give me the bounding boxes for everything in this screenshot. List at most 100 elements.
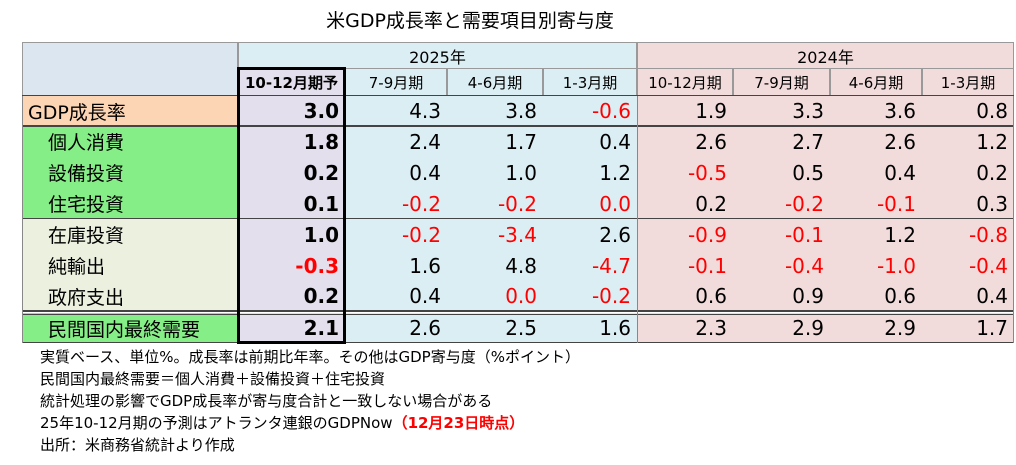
row-label: 個人消費 bbox=[22, 126, 238, 157]
value-cell: 2.3 bbox=[637, 313, 733, 343]
row-label: 民間国内最終需要 bbox=[22, 313, 238, 343]
value-cell: 0.2 bbox=[238, 157, 345, 188]
value-cell: -0.2 bbox=[733, 188, 830, 219]
year-header: 2024年 bbox=[637, 42, 1014, 69]
value-cell: 0.6 bbox=[637, 281, 733, 311]
value-cell: 4.3 bbox=[345, 96, 447, 126]
quarter-header: 7-9月期 bbox=[733, 68, 830, 96]
row-label: 住宅投資 bbox=[22, 188, 238, 219]
value-cell: -3.4 bbox=[447, 219, 543, 250]
row-label: 純輸出 bbox=[22, 250, 238, 281]
col-rule bbox=[22, 96, 23, 343]
value-cell: 4.8 bbox=[447, 250, 543, 281]
value-cell: -0.2 bbox=[543, 281, 637, 311]
value-cell: -0.2 bbox=[345, 188, 447, 219]
value-cell: -1.0 bbox=[830, 250, 922, 281]
quarter-header: 10-12月期 bbox=[637, 68, 733, 96]
header-corner bbox=[22, 42, 238, 96]
row-rule bbox=[22, 310, 1014, 312]
value-cell: 2.6 bbox=[637, 126, 733, 157]
value-cell: -0.8 bbox=[922, 219, 1014, 250]
note-highlight: （12月23日時点） bbox=[392, 413, 525, 432]
quarter-header: 1-3月期 bbox=[922, 68, 1014, 96]
value-cell: -0.4 bbox=[733, 250, 830, 281]
value-cell: 2.6 bbox=[830, 126, 922, 157]
value-cell: 1.7 bbox=[447, 126, 543, 157]
value-cell: 2.5 bbox=[447, 313, 543, 343]
value-cell: 0.5 bbox=[733, 157, 830, 188]
value-cell: 0.2 bbox=[922, 157, 1014, 188]
value-cell: 1.7 bbox=[922, 313, 1014, 343]
note: 民間国内最終需要＝個人消費＋設備投資＋住宅投資 bbox=[40, 367, 385, 389]
note: 統計処理の影響でGDP成長率が寄与度合計と一致しない場合がある bbox=[40, 389, 492, 411]
note-text: 25年10-12月期の予測はアトランタ連銀のGDPNow bbox=[40, 413, 393, 432]
value-cell: 3.0 bbox=[238, 96, 345, 126]
value-cell: -0.1 bbox=[830, 188, 922, 219]
row-rule bbox=[22, 342, 1014, 343]
quarter-header: 1-3月期 bbox=[543, 68, 637, 96]
value-cell: 2.9 bbox=[733, 313, 830, 343]
row-label: 在庫投資 bbox=[22, 219, 238, 250]
note-text: 実質ベース、単位%。成長率は前期比年率。その他はGDP寄与度（%ポイント） bbox=[40, 347, 580, 366]
value-cell: 2.9 bbox=[830, 313, 922, 343]
row-rule bbox=[22, 314, 1014, 315]
value-cell: 0.4 bbox=[922, 281, 1014, 311]
value-cell: -0.2 bbox=[447, 188, 543, 219]
value-cell: 0.2 bbox=[238, 281, 345, 311]
row-rule bbox=[22, 218, 1014, 219]
value-cell: 2.7 bbox=[733, 126, 830, 157]
value-cell: 1.9 bbox=[637, 96, 733, 126]
value-cell: 1.0 bbox=[238, 219, 345, 250]
value-cell: 1.8 bbox=[238, 126, 345, 157]
row-label: GDP成長率 bbox=[22, 96, 238, 126]
value-cell: 2.1 bbox=[238, 313, 345, 343]
value-cell: 0.1 bbox=[238, 188, 345, 219]
note: 出所：米商務省統計より作成 bbox=[40, 433, 235, 455]
value-cell: 1.0 bbox=[447, 157, 543, 188]
value-cell: 2.6 bbox=[543, 219, 637, 250]
quarter-header: 4-6月期 bbox=[447, 68, 543, 96]
value-cell: 0.4 bbox=[830, 157, 922, 188]
note: 実質ベース、単位%。成長率は前期比年率。その他はGDP寄与度（%ポイント） bbox=[40, 345, 580, 367]
value-cell: 1.6 bbox=[543, 313, 637, 343]
value-cell: -0.3 bbox=[238, 250, 345, 281]
value-cell: 0.8 bbox=[922, 96, 1014, 126]
value-cell: 0.4 bbox=[345, 281, 447, 311]
value-cell: -0.6 bbox=[543, 96, 637, 126]
value-cell: 2.4 bbox=[345, 126, 447, 157]
col-rule bbox=[1013, 96, 1014, 343]
col-rule bbox=[637, 96, 638, 343]
value-cell: -0.9 bbox=[637, 219, 733, 250]
value-cell: 0.6 bbox=[830, 281, 922, 311]
value-cell: 3.3 bbox=[733, 96, 830, 126]
value-cell: -0.2 bbox=[345, 219, 447, 250]
row-rule bbox=[22, 125, 1014, 127]
value-cell: 0.3 bbox=[922, 188, 1014, 219]
value-cell: 3.6 bbox=[830, 96, 922, 126]
value-cell: 1.6 bbox=[345, 250, 447, 281]
forecast-frame bbox=[237, 67, 346, 344]
value-cell: 0.9 bbox=[733, 281, 830, 311]
value-cell: -4.7 bbox=[543, 250, 637, 281]
value-cell: 1.2 bbox=[830, 219, 922, 250]
value-cell: 0.4 bbox=[543, 126, 637, 157]
year-header: 2025年 bbox=[238, 42, 637, 69]
note-text: 民間国内最終需要＝個人消費＋設備投資＋住宅投資 bbox=[40, 369, 386, 388]
value-cell: -0.5 bbox=[637, 157, 733, 188]
value-cell: 0.2 bbox=[637, 188, 733, 219]
value-cell: -0.1 bbox=[637, 250, 733, 281]
value-cell: -0.1 bbox=[733, 219, 830, 250]
value-cell: 1.2 bbox=[543, 157, 637, 188]
value-cell: 1.2 bbox=[922, 126, 1014, 157]
value-cell: 3.8 bbox=[447, 96, 543, 126]
quarter-header: 10-12月期予 bbox=[238, 68, 345, 96]
quarter-header: 7-9月期 bbox=[345, 68, 447, 96]
title: 米GDP成長率と需要項目別寄与度 bbox=[326, 10, 614, 32]
note-text: 出所：米商務省統計より作成 bbox=[40, 435, 235, 454]
quarter-header: 4-6月期 bbox=[830, 68, 922, 96]
note: 25年10-12月期の予測はアトランタ連銀のGDPNow （12月23日時点） bbox=[40, 411, 524, 433]
value-cell: 0.0 bbox=[543, 188, 637, 219]
value-cell: -0.4 bbox=[922, 250, 1014, 281]
value-cell: 2.6 bbox=[345, 313, 447, 343]
row-label: 設備投資 bbox=[22, 157, 238, 188]
